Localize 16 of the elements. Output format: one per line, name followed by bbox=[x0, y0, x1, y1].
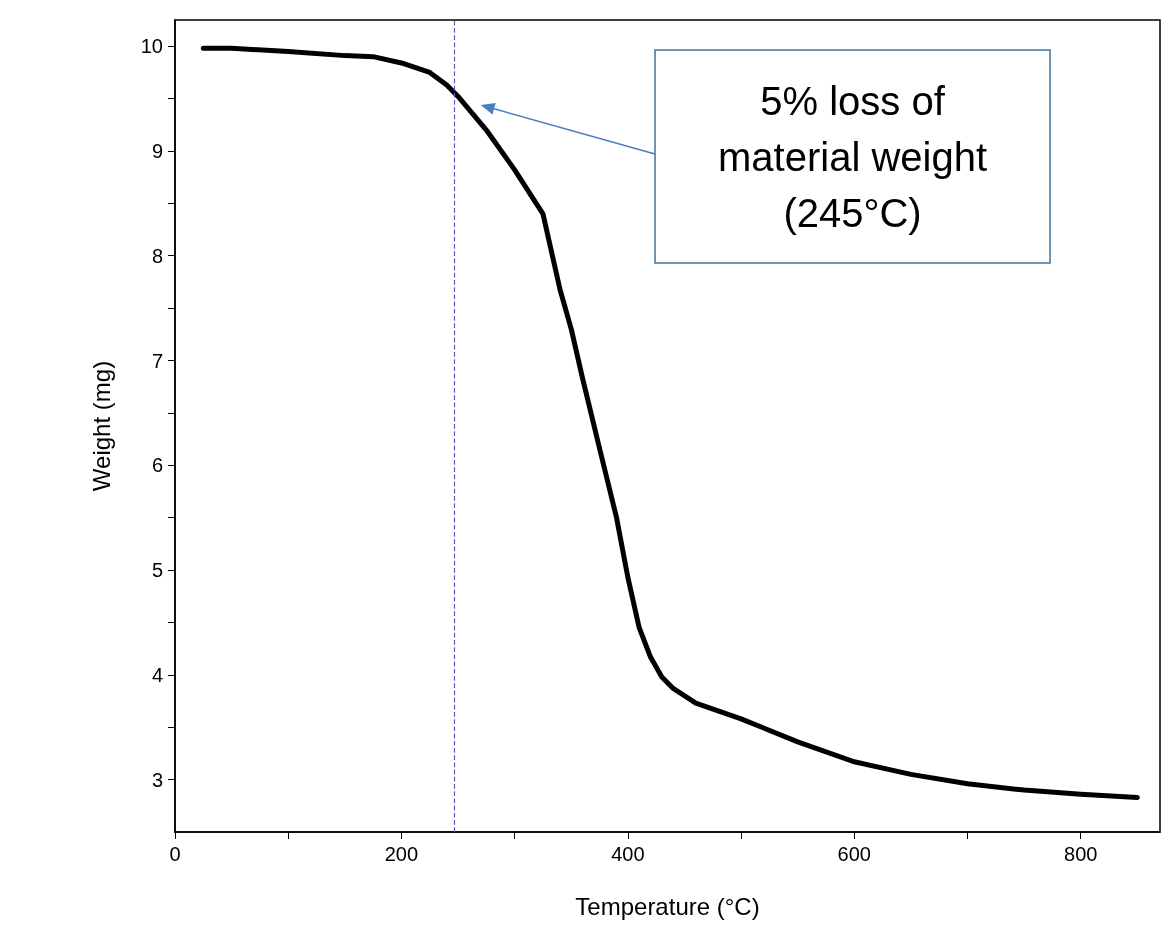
x-tick-label: 600 bbox=[837, 843, 871, 865]
y-tick-label: 8 bbox=[151, 244, 163, 267]
y-tick-label: 6 bbox=[151, 454, 163, 477]
y-axis-title: Weight (mg) bbox=[87, 360, 115, 492]
y-tick-label: 3 bbox=[151, 768, 163, 791]
x-tick-label: 800 bbox=[1064, 843, 1098, 865]
y-tick-label: 10 bbox=[140, 35, 163, 58]
x-axis-title: Temperature (°C) bbox=[575, 892, 760, 920]
y-tick-label: 4 bbox=[151, 663, 163, 686]
x-tick-label: 0 bbox=[169, 843, 181, 865]
y-tick-label: 9 bbox=[151, 139, 163, 162]
annotation: 5% loss of material weight (245°C) bbox=[717, 78, 988, 235]
y-tick-label: 5 bbox=[151, 559, 163, 582]
y-tick-label: 7 bbox=[151, 349, 163, 372]
x-tick-label: 400 bbox=[611, 843, 645, 865]
x-tick-label: 200 bbox=[384, 843, 419, 865]
